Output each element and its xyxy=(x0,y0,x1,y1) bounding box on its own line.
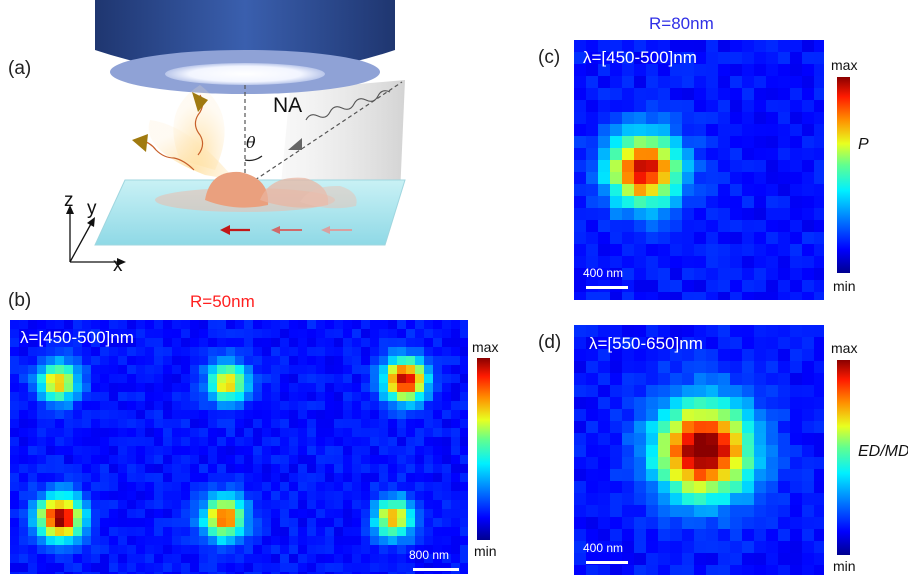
axis-y-label: y xyxy=(87,198,97,219)
emission-arrow-2 xyxy=(132,134,148,152)
microscope-schematic xyxy=(66,0,406,266)
colorbar-c xyxy=(837,77,850,273)
scale-bar-d xyxy=(586,561,628,564)
colorbar-c-min: min xyxy=(833,278,856,294)
axis-z-label: z xyxy=(64,190,74,211)
scale-bar-c xyxy=(586,286,628,289)
scale-label-c: 400 nm xyxy=(583,266,624,280)
theta-label: θ xyxy=(246,133,256,152)
emission-lobe-2 xyxy=(148,120,235,180)
panel-d-lambda: λ=[550-650]nm xyxy=(589,334,703,353)
heatmap-c xyxy=(574,40,824,300)
colorbar-d-quantity: ED/MD xyxy=(858,443,908,460)
scale-bar-b xyxy=(413,568,459,571)
panel-b-lambda: λ=[450-500]nm xyxy=(20,328,134,347)
colorbar-d xyxy=(837,360,850,555)
na-label: NA xyxy=(273,94,303,117)
colorbar-d-min: min xyxy=(833,558,856,574)
heatmap-d xyxy=(574,325,824,575)
scale-label-d: 400 nm xyxy=(583,541,624,555)
emission-arrow-1 xyxy=(192,92,208,112)
illumination-cone xyxy=(280,80,405,195)
heatmap-b xyxy=(10,320,468,574)
nanoparticle xyxy=(205,171,269,208)
panel-c-label: (c) xyxy=(538,47,561,68)
colorbar-c-quantity: P xyxy=(858,136,869,153)
panel-b-title: R=50nm xyxy=(190,292,255,311)
colorbar-b-max: max xyxy=(472,339,499,355)
colorbar-c-max: max xyxy=(831,57,858,73)
colorbar-b-min: min xyxy=(474,543,497,559)
scale-label-b: 800 nm xyxy=(409,548,450,562)
panel-c-title: R=80nm xyxy=(649,14,714,33)
colorbar-d-max: max xyxy=(831,340,858,356)
panel-d-label: (d) xyxy=(538,332,562,353)
panel-c-lambda: λ=[450-500]nm xyxy=(583,48,697,67)
incident-arrow xyxy=(288,138,302,150)
panel-a-label: (a) xyxy=(8,58,32,79)
objective-lens xyxy=(165,63,325,85)
colorbar-b xyxy=(477,358,490,540)
panel-b-label: (b) xyxy=(8,290,32,311)
axis-x-label: x xyxy=(113,255,123,276)
